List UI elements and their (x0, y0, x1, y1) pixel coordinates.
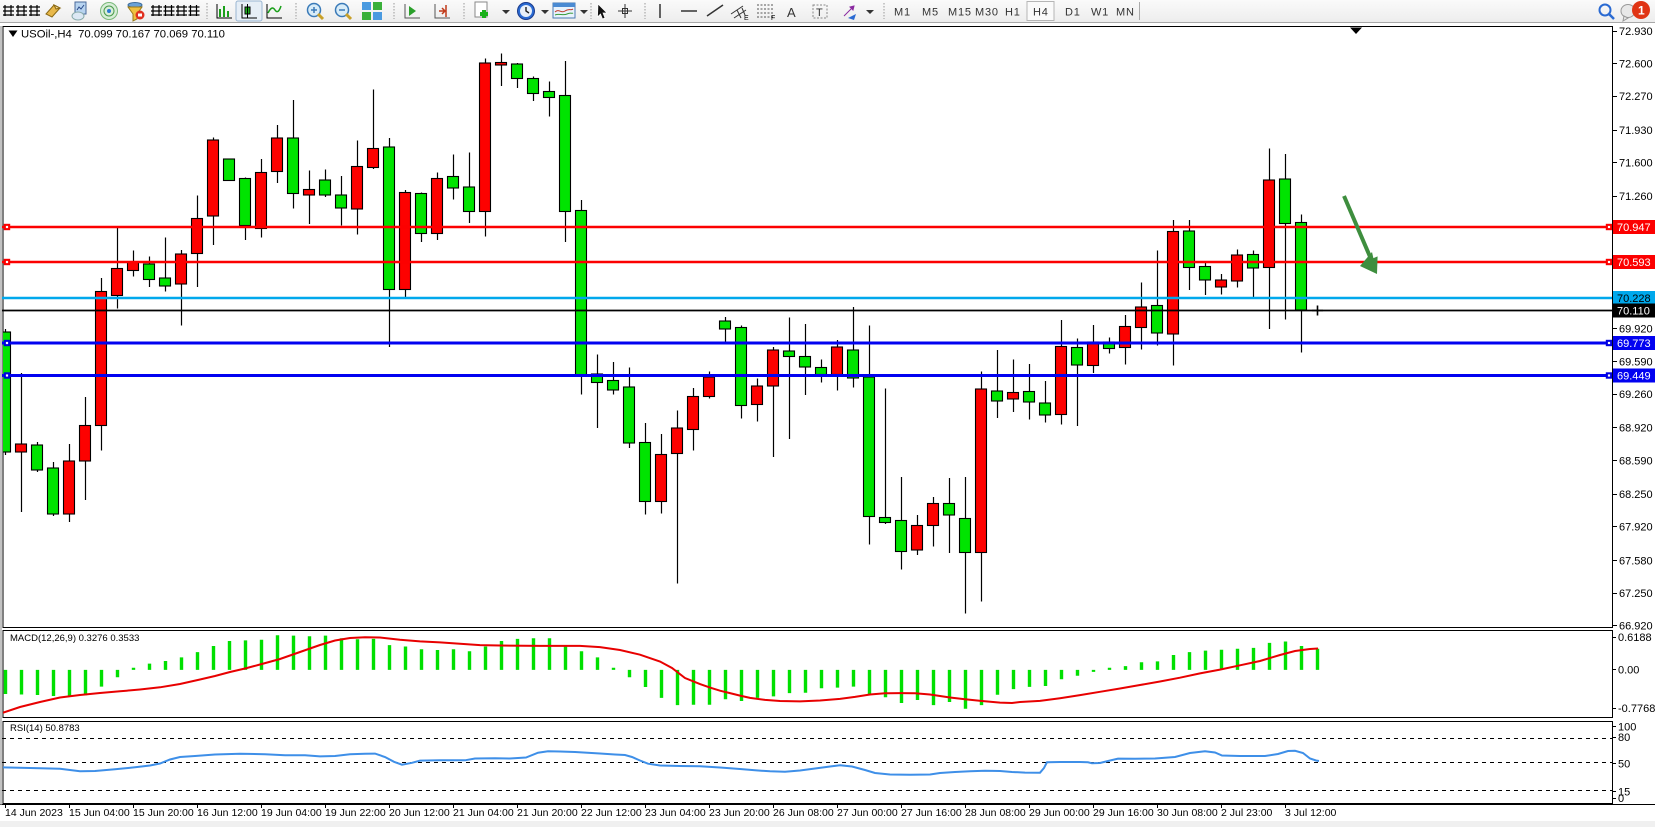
svg-text:20 Jun 12:00: 20 Jun 12:00 (389, 807, 450, 819)
svg-text:22 Jun 12:00: 22 Jun 12:00 (581, 807, 642, 819)
svg-text:70.110: 70.110 (1617, 306, 1650, 318)
svg-text:68.590: 68.590 (1619, 456, 1653, 468)
svg-text:68.250: 68.250 (1619, 489, 1653, 501)
svg-text:70.947: 70.947 (1617, 222, 1651, 234)
svg-text:69.773: 69.773 (1617, 338, 1651, 350)
svg-text:23 Jun 04:00: 23 Jun 04:00 (645, 807, 706, 819)
svg-text:3 Jul 12:00: 3 Jul 12:00 (1285, 807, 1337, 819)
svg-text:MN: MN (1116, 7, 1135, 19)
svg-text:M30: M30 (975, 7, 999, 19)
svg-text:71.930: 71.930 (1619, 125, 1653, 137)
svg-text:16 Jun 12:00: 16 Jun 12:00 (197, 807, 258, 819)
svg-text:27 Jun 16:00: 27 Jun 16:00 (901, 807, 962, 819)
svg-text:RSI(14) 50.8783: RSI(14) 50.8783 (10, 723, 80, 734)
svg-text:14 Jun 2023: 14 Jun 2023 (5, 807, 63, 819)
svg-text:69.920: 69.920 (1619, 324, 1653, 336)
svg-text:M1: M1 (894, 7, 911, 19)
svg-text:67.250: 67.250 (1619, 588, 1653, 600)
svg-text:28 Jun 08:00: 28 Jun 08:00 (965, 807, 1026, 819)
svg-text:USOil-,H4 70.099 70.167 70.06: USOil-,H4 70.099 70.167 70.069 70.110 (21, 29, 225, 41)
svg-text:50: 50 (1618, 759, 1630, 771)
svg-text:15 Jun 04:00: 15 Jun 04:00 (69, 807, 130, 819)
svg-text:80: 80 (1618, 732, 1630, 744)
svg-text:H4: H4 (1033, 7, 1049, 19)
svg-text:27 Jun 00:00: 27 Jun 00:00 (837, 807, 898, 819)
svg-text:T: T (816, 7, 823, 19)
svg-text:1: 1 (1638, 4, 1645, 18)
svg-text:69.260: 69.260 (1619, 389, 1653, 401)
svg-text:W1: W1 (1091, 7, 1109, 19)
svg-text:70.228: 70.228 (1617, 293, 1651, 305)
svg-text:E: E (744, 15, 749, 22)
svg-text:15 Jun 20:00: 15 Jun 20:00 (133, 807, 194, 819)
svg-text:30 Jun 08:00: 30 Jun 08:00 (1157, 807, 1218, 819)
svg-text:19 Jun 22:00: 19 Jun 22:00 (325, 807, 386, 819)
svg-text:29 Jun 16:00: 29 Jun 16:00 (1093, 807, 1154, 819)
svg-text:0.00: 0.00 (1618, 665, 1639, 677)
svg-text:72.600: 72.600 (1619, 59, 1653, 71)
svg-text:69.590: 69.590 (1619, 357, 1653, 369)
svg-text:68.920: 68.920 (1619, 423, 1653, 435)
svg-text:71.600: 71.600 (1619, 158, 1653, 170)
svg-text:H1: H1 (1005, 7, 1021, 19)
svg-text:21 Jun 20:00: 21 Jun 20:00 (517, 807, 578, 819)
svg-text:66.920: 66.920 (1619, 621, 1653, 633)
svg-text:72.270: 72.270 (1619, 91, 1653, 103)
svg-text:71.260: 71.260 (1619, 191, 1653, 203)
svg-text:F: F (771, 15, 775, 22)
svg-text:M15: M15 (948, 7, 972, 19)
svg-text:67.920: 67.920 (1619, 522, 1653, 534)
svg-text:67.580: 67.580 (1619, 556, 1653, 568)
svg-text:15: 15 (1618, 787, 1630, 799)
svg-text:29 Jun 00:00: 29 Jun 00:00 (1029, 807, 1090, 819)
svg-text:23 Jun 20:00: 23 Jun 20:00 (709, 807, 770, 819)
svg-text:21 Jun 04:00: 21 Jun 04:00 (453, 807, 514, 819)
svg-text:M5: M5 (922, 7, 939, 19)
svg-text:100: 100 (1618, 722, 1636, 734)
svg-text:26 Jun 08:00: 26 Jun 08:00 (773, 807, 834, 819)
svg-text:69.449: 69.449 (1617, 371, 1651, 383)
svg-text:0.6188: 0.6188 (1618, 632, 1652, 644)
svg-text:19 Jun 04:00: 19 Jun 04:00 (261, 807, 322, 819)
svg-text:0: 0 (1618, 793, 1624, 805)
svg-text:72.930: 72.930 (1619, 26, 1653, 38)
svg-text:A: A (787, 5, 796, 20)
svg-text:D1: D1 (1065, 7, 1081, 19)
svg-text:70.593: 70.593 (1617, 257, 1651, 269)
svg-text:2 Jul 23:00: 2 Jul 23:00 (1221, 807, 1273, 819)
svg-text:-0.7768: -0.7768 (1618, 703, 1655, 715)
svg-text:MACD(12,26,9) 0.3276 0.3533: MACD(12,26,9) 0.3276 0.3533 (10, 633, 139, 644)
